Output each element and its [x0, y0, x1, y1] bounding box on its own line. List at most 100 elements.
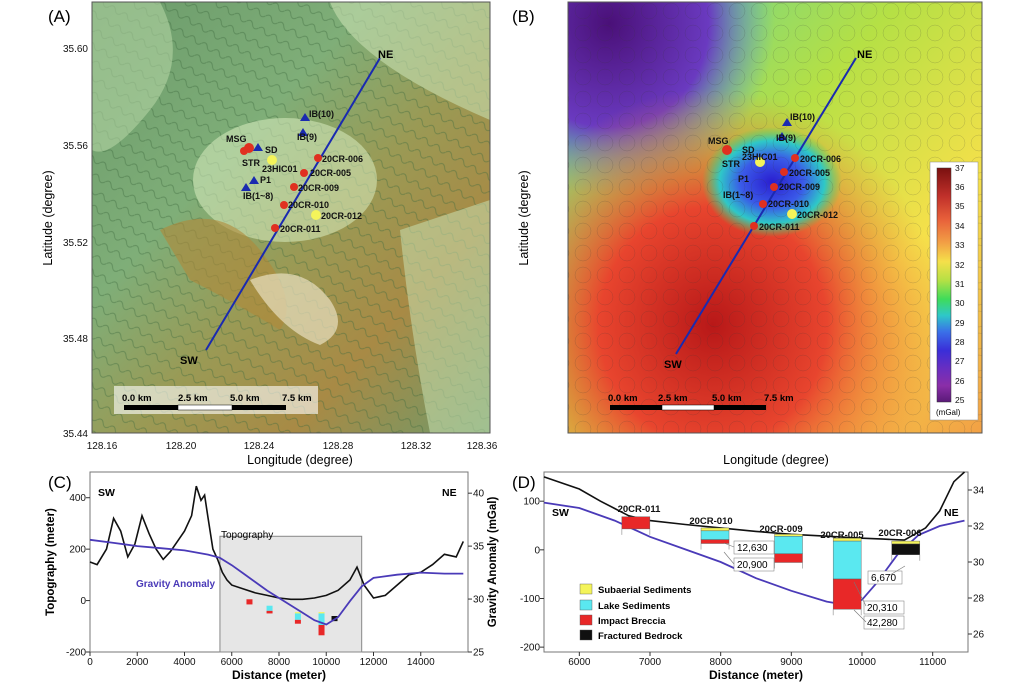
borehole-segment — [294, 613, 301, 620]
site-marker — [300, 169, 308, 177]
borehole-segment — [318, 613, 325, 625]
scalebar-segment — [124, 405, 178, 410]
site-label: IB(1~8) — [723, 190, 753, 200]
zoom-region — [219, 535, 363, 653]
profile-line — [205, 57, 381, 351]
site-label: IB(9) — [776, 133, 796, 143]
site-marker — [782, 118, 792, 126]
colorbar-scale — [936, 167, 952, 403]
age-label: 12,630 — [737, 543, 768, 554]
layer-legend: Subaerial Sediments Lake Sediments Impac… — [579, 583, 691, 642]
x-tick-label: 11000 — [919, 657, 947, 668]
scalebar-a: 0.0 km 2.5 km 5.0 km 7.5 km — [114, 386, 318, 414]
scalebar-label: 2.5 km — [178, 393, 208, 404]
y-left-axis-title: Topography (meter) — [45, 508, 57, 616]
scalebar-label: 2.5 km — [658, 393, 688, 404]
site-label: MSG — [708, 136, 729, 146]
site-label: 20CR-005 — [310, 168, 351, 178]
y-left-tick-label: -200 — [520, 643, 540, 654]
site-marker — [271, 224, 279, 232]
age-box — [863, 615, 905, 630]
borehole-label: 20CR-005 — [820, 530, 864, 541]
site-label: IB(10) — [309, 109, 334, 119]
site-label: 20CR-005 — [789, 168, 830, 178]
borehole-segment — [700, 539, 730, 544]
y-left-tick-label: 200 — [69, 545, 86, 556]
scalebar-segment — [661, 404, 715, 411]
x-tick-label: 128.20 — [166, 441, 197, 452]
y-tick-label: 35.52 — [63, 238, 88, 249]
site-label: STR — [722, 159, 741, 169]
gravity-anomaly-line — [89, 538, 464, 626]
site-marker — [791, 154, 799, 162]
age-label: 42,280 — [867, 618, 898, 629]
x-tick-label: 128.28 — [323, 441, 354, 452]
y-axis-right-ticks — [968, 489, 972, 635]
colorbar-tick-label: 37 — [955, 163, 965, 173]
y-axis-left-ticks — [540, 500, 544, 648]
profile-end-sw: SW — [180, 355, 198, 367]
x-tick-label: 10000 — [848, 657, 876, 668]
colorbar-tick-label: 33 — [955, 240, 965, 250]
site-marker — [777, 132, 787, 140]
age-box — [863, 600, 905, 615]
y-left-tick-label: 100 — [523, 497, 540, 508]
x-tick-label: 7000 — [639, 657, 662, 668]
legend-swatch-lake — [579, 599, 593, 611]
site-label: 20CR-006 — [800, 154, 841, 164]
site-label: 20CR-011 — [280, 224, 321, 234]
y-left-tick-label: -200 — [66, 648, 86, 659]
borehole-segment — [774, 536, 803, 554]
site-label: 20CR-012 — [797, 210, 838, 220]
colorbar-tick-label: 26 — [955, 376, 965, 386]
colorbar: 37 36 35 34 33 32 31 30 29 28 27 26 25 (… — [929, 161, 979, 421]
age-label: 6,670 — [871, 573, 896, 584]
site-marker — [280, 201, 288, 209]
y-right-axis-title: Gravity Anomaly (mGal) — [487, 497, 499, 628]
colorbar-tick-label: 27 — [955, 356, 965, 366]
x-axis-title: Distance (meter) — [232, 668, 326, 682]
age-label: 20,310 — [867, 603, 898, 614]
panel-b-map: NE SW MSG SD STR 23HIC01 P1 IB(1~8 — [567, 1, 983, 434]
scalebar-label: 0.0 km — [122, 393, 152, 404]
y-tick-label: 35.44 — [63, 429, 88, 440]
right-end-label: NE — [442, 487, 457, 499]
scalebar-label: 0.0 km — [608, 393, 638, 404]
site-marker — [311, 210, 321, 220]
mountain-shade — [160, 218, 287, 330]
profile-end-ne: NE — [857, 49, 872, 61]
borehole-segment — [318, 625, 325, 636]
scalebar-label: 5.0 km — [230, 393, 260, 404]
borehole-segment — [621, 516, 651, 530]
colorbar-tick-label: 36 — [955, 182, 965, 192]
x-tick-label: 6000 — [568, 657, 591, 668]
x-tick-label: 9000 — [780, 657, 803, 668]
x-axis-title: Longitude (degree) — [723, 453, 829, 467]
age-leader — [853, 609, 867, 623]
site-marker — [755, 157, 765, 167]
x-axis-title: Distance (meter) — [709, 668, 803, 682]
site-marker — [249, 176, 259, 184]
y-axis-title: Latitude (degree) — [41, 170, 55, 265]
borehole-segment — [318, 612, 325, 614]
panel-d-borehole-chart: (D) SW NE 20CR-011 20CR-010 20CR-009 20C… — [512, 471, 985, 682]
borehole-segment — [700, 530, 730, 540]
age-labels: 12,630 20,900 6,670 20,310 42,280 — [723, 540, 906, 630]
site-label: 23HIC01 — [742, 152, 778, 162]
topography-line — [543, 471, 966, 541]
legend-label: Fractured Bedrock — [598, 631, 683, 642]
age-box — [733, 557, 775, 572]
panel-c-label: (C) — [48, 473, 72, 492]
topography-series-label: Topography — [221, 530, 273, 541]
y-right-tick-label: 30 — [973, 558, 985, 569]
y-left-tick-label: -100 — [520, 594, 540, 605]
site-marker — [770, 183, 778, 191]
x-tick-label: 10000 — [312, 657, 340, 668]
x-tick-label: 128.24 — [244, 441, 275, 452]
y-axis-title: Latitude (degree) — [517, 170, 531, 265]
y-axis-left-ticks — [86, 497, 90, 653]
site-label: STR — [242, 158, 261, 168]
site-label: IB(1~8) — [243, 191, 273, 201]
site-marker — [759, 200, 767, 208]
panel-b-gravity-map: (B) NE SW MSG — [512, 1, 983, 467]
